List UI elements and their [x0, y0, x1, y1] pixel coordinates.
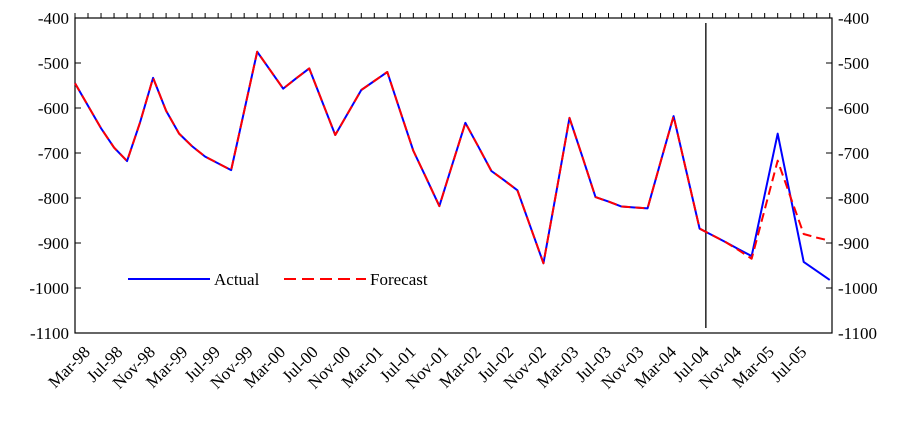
y-tick-label-left: -900: [38, 234, 69, 253]
series-line-forecast: [74, 50, 830, 265]
y-tick-label-right: -500: [838, 54, 869, 73]
y-tick-label-left: -800: [38, 189, 69, 208]
y-tick-label-left: -1100: [30, 324, 69, 343]
y-tick-label-right: -400: [838, 9, 869, 28]
legend-label-forecast: Forecast: [370, 270, 428, 289]
legend-label-actual: Actual: [214, 270, 260, 289]
y-tick-label-right: -1000: [838, 279, 878, 298]
right-y-axis: -400 -500 -600 -700 -800 -900 -1000 -1100: [826, 9, 878, 343]
y-tick-label-right: -900: [838, 234, 869, 253]
plot-frame-group: [74, 17, 833, 334]
y-tick-label-right: -600: [838, 99, 869, 118]
series-group: [74, 50, 831, 281]
y-tick-label-left: -400: [38, 9, 69, 28]
y-tick-label-right: -800: [838, 189, 869, 208]
x-tick-label: Mar-98: [45, 342, 94, 391]
left-y-axis: -400 -500 -600 -700 -800 -900 -1000 -1100: [29, 9, 81, 343]
y-tick-label-left: -600: [38, 99, 69, 118]
plot-frame: [74, 17, 833, 334]
y-tick-label-right: -1100: [838, 324, 877, 343]
y-tick-label-left: -700: [38, 144, 69, 163]
y-tick-label-left: -500: [38, 54, 69, 73]
y-tick-label-left: -1000: [29, 279, 69, 298]
legend: Actual Forecast: [128, 270, 428, 289]
x-tick-label: Jul-05: [767, 342, 810, 385]
y-tick-label-right: -700: [838, 144, 869, 163]
